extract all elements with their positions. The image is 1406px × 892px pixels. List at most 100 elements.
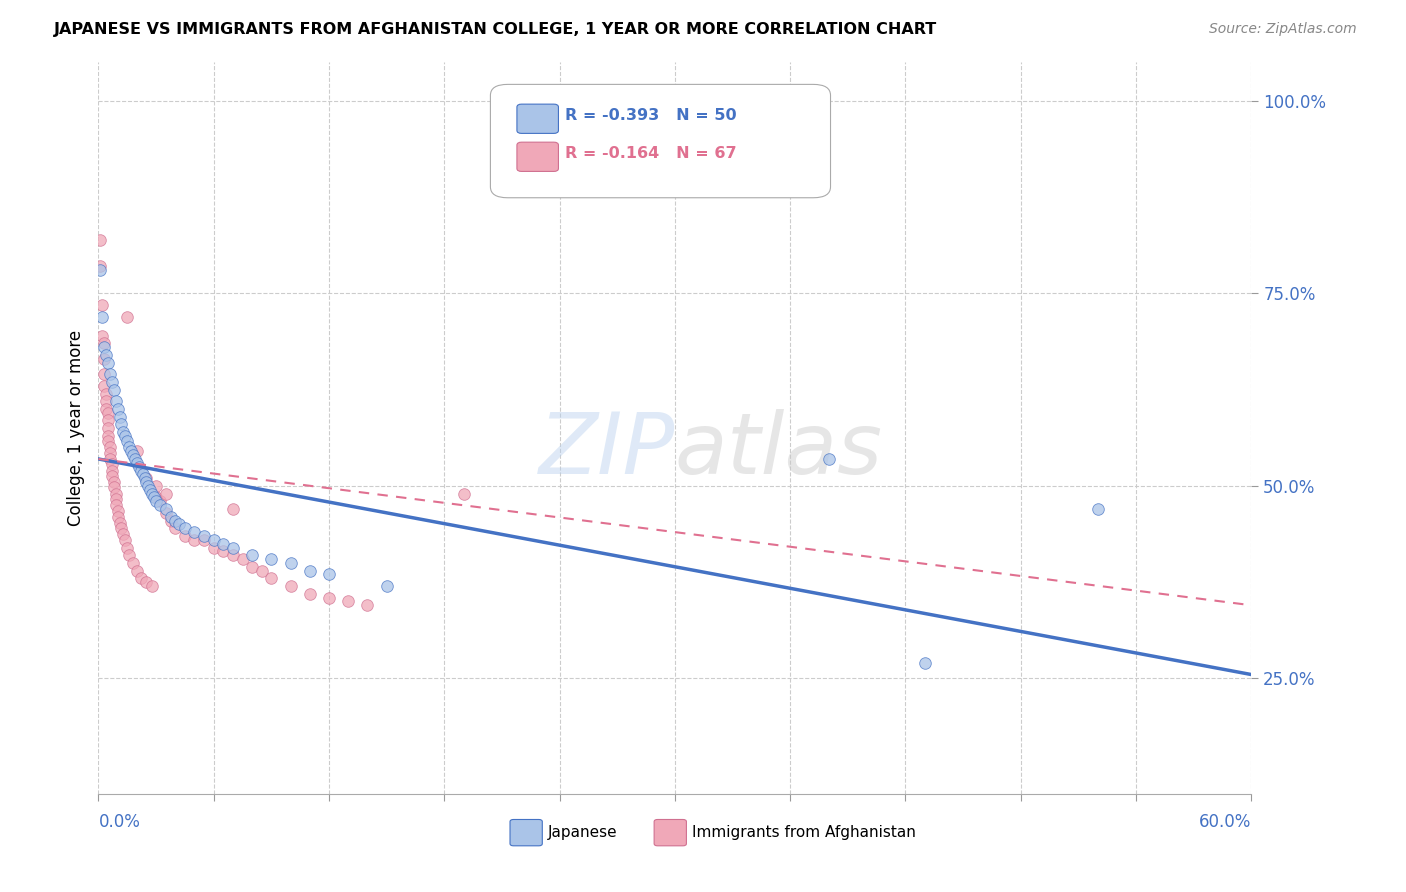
Point bbox=[89, 263, 111, 277]
Point bbox=[97, 434, 120, 449]
FancyBboxPatch shape bbox=[654, 820, 686, 846]
Point bbox=[118, 441, 141, 455]
Point bbox=[125, 456, 148, 470]
Text: atlas: atlas bbox=[675, 409, 883, 491]
Point bbox=[318, 567, 340, 582]
Point bbox=[183, 525, 205, 540]
Point bbox=[112, 526, 135, 541]
Point bbox=[101, 463, 124, 477]
Point bbox=[103, 475, 125, 489]
FancyBboxPatch shape bbox=[491, 85, 831, 198]
Point bbox=[94, 348, 117, 362]
Point bbox=[222, 502, 245, 516]
Point bbox=[149, 494, 172, 508]
Point bbox=[98, 452, 121, 467]
Point bbox=[108, 516, 131, 530]
Point bbox=[356, 599, 378, 613]
Text: Immigrants from Afghanistan: Immigrants from Afghanistan bbox=[692, 825, 917, 840]
Point bbox=[107, 509, 129, 524]
Point bbox=[135, 471, 157, 485]
Point bbox=[222, 548, 245, 562]
Point bbox=[337, 594, 360, 608]
Point bbox=[250, 564, 273, 578]
Point bbox=[193, 529, 215, 543]
Point bbox=[453, 486, 475, 500]
Point bbox=[93, 336, 115, 351]
Point bbox=[125, 444, 148, 458]
Point bbox=[160, 514, 183, 528]
Point bbox=[91, 310, 114, 324]
Point bbox=[145, 491, 167, 505]
Text: ZIP: ZIP bbox=[538, 409, 675, 491]
Text: Source: ZipAtlas.com: Source: ZipAtlas.com bbox=[1209, 22, 1357, 37]
Point bbox=[280, 556, 302, 570]
Point bbox=[97, 413, 120, 427]
Point bbox=[260, 552, 283, 566]
Point bbox=[122, 556, 145, 570]
Point bbox=[97, 421, 120, 435]
Point bbox=[107, 503, 129, 517]
Point bbox=[202, 533, 225, 547]
Point bbox=[103, 383, 125, 397]
Text: 0.0%: 0.0% bbox=[98, 814, 141, 831]
Point bbox=[141, 579, 163, 593]
Point bbox=[93, 351, 115, 366]
Point bbox=[139, 483, 162, 497]
Point bbox=[135, 475, 157, 489]
Point bbox=[145, 479, 167, 493]
Point bbox=[101, 469, 124, 483]
Point bbox=[104, 394, 127, 409]
Y-axis label: College, 1 year or more: College, 1 year or more bbox=[66, 330, 84, 526]
Point bbox=[222, 541, 245, 555]
Text: Japanese: Japanese bbox=[548, 825, 617, 840]
Point bbox=[135, 575, 157, 590]
Point bbox=[107, 401, 129, 416]
Point bbox=[93, 379, 115, 393]
Point bbox=[118, 548, 141, 562]
Point bbox=[93, 368, 115, 382]
FancyBboxPatch shape bbox=[510, 820, 543, 846]
Point bbox=[114, 429, 136, 443]
FancyBboxPatch shape bbox=[517, 142, 558, 171]
Point bbox=[117, 541, 139, 555]
Point bbox=[165, 514, 187, 528]
Point bbox=[124, 452, 146, 467]
Point bbox=[101, 375, 124, 389]
Point bbox=[155, 506, 177, 520]
Point bbox=[120, 444, 142, 458]
Point bbox=[817, 452, 839, 467]
Point bbox=[231, 552, 254, 566]
Point bbox=[165, 521, 187, 535]
Point bbox=[174, 529, 197, 543]
Point bbox=[202, 541, 225, 555]
Point bbox=[318, 591, 340, 605]
Point bbox=[97, 406, 120, 420]
Point bbox=[167, 517, 190, 532]
Point bbox=[155, 486, 177, 500]
Point bbox=[98, 441, 121, 455]
Point bbox=[114, 533, 136, 547]
Point bbox=[134, 471, 156, 485]
Point bbox=[101, 458, 124, 472]
Text: R = -0.393   N = 50: R = -0.393 N = 50 bbox=[565, 108, 737, 123]
Point bbox=[160, 509, 183, 524]
Point bbox=[103, 480, 125, 494]
Point bbox=[174, 521, 197, 535]
Point bbox=[97, 356, 120, 370]
Point bbox=[260, 571, 283, 585]
Point bbox=[98, 368, 121, 382]
Point bbox=[240, 559, 263, 574]
Point bbox=[183, 533, 205, 547]
Point bbox=[141, 486, 163, 500]
Point bbox=[97, 429, 120, 443]
Point bbox=[129, 571, 152, 585]
Point bbox=[298, 564, 321, 578]
Point bbox=[125, 564, 148, 578]
Point bbox=[94, 394, 117, 409]
Point bbox=[91, 298, 114, 312]
Point bbox=[138, 479, 160, 493]
Point bbox=[240, 548, 263, 562]
Text: 60.0%: 60.0% bbox=[1199, 814, 1251, 831]
Point bbox=[91, 328, 114, 343]
Point bbox=[280, 579, 302, 593]
